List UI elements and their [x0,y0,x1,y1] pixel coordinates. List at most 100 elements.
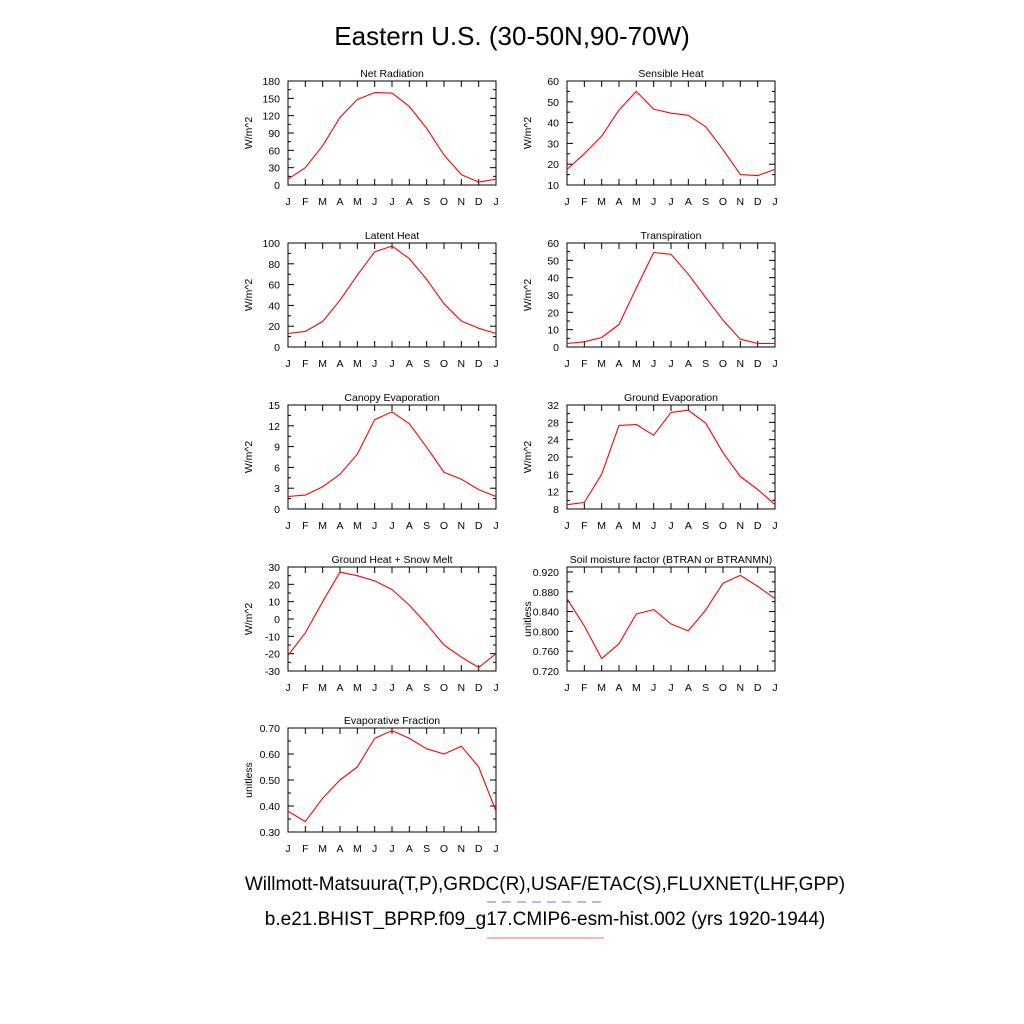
x-tick-label: A [685,196,692,208]
x-tick-label: D [754,196,762,208]
footer-model-case: b.e21.BHIST_BPRP.f09_g17.CMIP6-esm-hist.… [265,909,825,930]
x-tick-label: J [651,682,656,694]
y-tick-label: 0.800 [533,626,559,638]
y-tick-label: 6 [274,462,280,474]
series-line [566,574,776,660]
x-tick-label: J [668,196,673,208]
x-tick-label: S [702,520,709,532]
y-tick-label: 30 [547,138,559,150]
y-tick-label: 10 [547,180,559,192]
y-tick-label: 3 [274,483,280,495]
y-tick-label: 180 [262,76,280,88]
x-tick-label: J [668,520,673,532]
y-tick-label: 60 [268,145,280,157]
y-tick-label: 0 [274,614,280,626]
y-tick-label: 90 [268,128,280,140]
x-tick-label: S [702,196,709,208]
x-tick-label: O [440,520,448,532]
panel-title: Sensible Heat [638,68,703,80]
plot-frame [566,566,776,672]
x-tick-label: A [336,682,343,694]
y-axis-label: W/m^2 [243,279,255,312]
x-tick-label: J [651,196,656,208]
x-tick-label: A [615,196,622,208]
y-tick-label: 0.40 [260,801,281,813]
y-tick-label: 0.840 [533,607,559,619]
x-tick-label: D [754,358,762,370]
y-tick-label: 15 [268,400,280,412]
x-tick-label: F [581,520,587,532]
x-tick-label: A [336,520,343,532]
x-tick-label: F [581,358,587,370]
x-tick-label: M [597,358,606,370]
x-tick-label: J [651,358,656,370]
series-line [287,411,497,498]
x-tick-label: N [737,520,745,532]
y-tick-label: 0 [553,342,559,354]
x-tick-label: N [458,843,466,855]
x-tick-label: J [285,843,290,855]
plot-frame [287,566,497,672]
y-tick-label: 50 [547,255,559,267]
x-tick-label: D [475,520,483,532]
x-tick-label: N [458,196,466,208]
x-tick-label: O [440,358,448,370]
x-tick-label: J [389,682,394,694]
series-line [287,730,497,823]
x-tick-label: J [372,358,377,370]
panel-7: Soil moisture factor (BTRAN or BTRANMN) u… [522,554,778,694]
y-tick-label: 0.60 [260,749,281,761]
x-tick-label: J [285,358,290,370]
y-tick-label: 0.880 [533,587,559,599]
x-tick-label: M [353,843,362,855]
x-tick-label: M [318,682,327,694]
x-tick-label: J [772,358,777,370]
y-tick-label: 24 [547,435,559,447]
x-tick-label: M [353,196,362,208]
x-tick-label: S [423,843,430,855]
y-tick-label: 9 [274,442,280,454]
y-tick-label: 150 [262,93,280,105]
y-axis-label: W/m^2 [522,117,534,150]
plot-frame [566,242,776,348]
x-tick-label: N [458,682,466,694]
x-tick-label: O [719,682,727,694]
y-axis-label: W/m^2 [243,441,255,474]
y-tick-label: 0.920 [533,567,559,579]
x-tick-label: D [475,682,483,694]
plot-frame [287,404,497,510]
y-tick-label: 60 [547,238,559,250]
y-tick-label: 16 [547,469,559,481]
x-tick-label: S [423,358,430,370]
x-tick-label: D [754,682,762,694]
y-axis-label: W/m^2 [522,279,534,312]
x-tick-label: A [406,358,413,370]
x-tick-label: O [440,196,448,208]
x-tick-label: J [772,196,777,208]
x-tick-label: A [615,358,622,370]
y-tick-label: 30 [268,163,280,175]
footer-observations: Willmott-Matsuura(T,P),GRDC(R),USAF/ETAC… [245,874,845,895]
x-tick-label: F [302,196,308,208]
y-tick-label: 40 [547,273,559,285]
x-tick-label: M [597,520,606,532]
y-tick-label: 8 [553,504,559,516]
y-tick-label: 0.30 [260,827,281,839]
x-tick-label: J [285,196,290,208]
x-tick-label: D [754,520,762,532]
x-tick-label: D [475,358,483,370]
x-tick-label: J [285,520,290,532]
x-tick-label: S [423,682,430,694]
x-tick-label: J [651,520,656,532]
x-tick-label: J [493,358,498,370]
x-tick-label: M [597,682,606,694]
x-tick-label: J [372,520,377,532]
x-tick-label: D [475,843,483,855]
y-tick-label: 30 [547,290,559,302]
x-tick-label: M [318,520,327,532]
x-tick-label: N [737,196,745,208]
